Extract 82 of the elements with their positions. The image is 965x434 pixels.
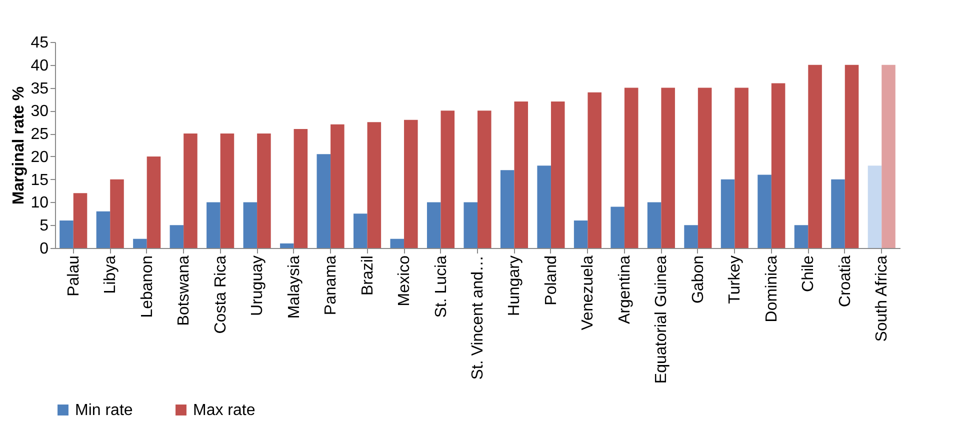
- y-tick-label: 20: [30, 148, 49, 166]
- bar: [367, 122, 382, 248]
- x-tick-label: South Africa: [874, 255, 891, 342]
- y-tick-label: 40: [30, 57, 49, 74]
- bar: [610, 206, 624, 248]
- x-tick-label: Libya: [102, 255, 120, 294]
- bar: [537, 166, 551, 248]
- x-tick-label: Hungary: [506, 256, 524, 316]
- x-tick-label: Botswana: [176, 255, 193, 326]
- bar: [647, 202, 662, 248]
- x-tick-label: Uruguay: [249, 256, 266, 316]
- bar: [464, 202, 478, 248]
- bar: [316, 154, 331, 248]
- bar: [220, 134, 234, 248]
- bar: [133, 238, 147, 248]
- bar: [808, 64, 822, 248]
- bar: [170, 225, 184, 248]
- x-tick-label: St. Lucia: [432, 255, 450, 318]
- bar: [661, 88, 675, 248]
- y-tick-label: 45: [30, 34, 49, 52]
- bar: [184, 134, 198, 248]
- bar: [588, 92, 602, 248]
- bar: [514, 102, 528, 248]
- bar: [96, 211, 110, 248]
- y-tick-label: 35: [30, 80, 49, 98]
- bar: [734, 88, 748, 248]
- x-tick-label: Palau: [65, 256, 82, 296]
- y-axis-title: Marginal rate %: [10, 86, 28, 205]
- x-tick-label: Venezuela: [580, 255, 597, 330]
- y-tick-label: 0: [40, 240, 49, 258]
- x-tick-label: Panama: [322, 255, 340, 316]
- x-tick-label: Costa Rica: [212, 255, 230, 334]
- x-tick-label: Equatorial Guinea: [653, 255, 670, 384]
- x-tick-label: Brazil: [359, 256, 376, 296]
- bar: [206, 202, 220, 248]
- x-tick-label: St. Vincent and…: [470, 256, 486, 380]
- bar: [280, 243, 294, 248]
- bar: [684, 225, 698, 248]
- bar: [550, 102, 565, 248]
- x-tick-label: Turkey: [726, 256, 744, 304]
- bar: [758, 174, 772, 248]
- y-tick-label: 10: [30, 194, 49, 212]
- bar: [73, 193, 88, 248]
- y-tick-label: 15: [30, 172, 49, 189]
- bar: [426, 202, 441, 248]
- legend-label: Max rate: [193, 402, 256, 419]
- bar: [574, 220, 588, 248]
- bar: [882, 64, 896, 248]
- bar: [868, 166, 882, 248]
- y-tick-label: 25: [30, 126, 49, 144]
- x-tick-label: Gabon: [690, 256, 707, 304]
- bar: [478, 110, 492, 248]
- bar: [243, 202, 258, 248]
- y-tick-label: 5: [40, 218, 49, 235]
- bar: [330, 124, 344, 248]
- bar: [404, 120, 418, 248]
- bar: [831, 179, 845, 248]
- bar: [794, 225, 808, 248]
- bar: [60, 220, 74, 248]
- x-tick-label: Argentina: [616, 255, 634, 324]
- bar: [771, 83, 786, 248]
- x-tick-label: Lebanon: [138, 256, 156, 318]
- bar: [698, 88, 712, 248]
- x-tick-label: Poland: [542, 256, 560, 306]
- bar: [500, 170, 514, 248]
- legend-label: Min rate: [75, 402, 133, 419]
- bar: [390, 238, 404, 248]
- x-tick-label: Croatia: [836, 255, 854, 308]
- bar: [354, 214, 368, 248]
- x-tick-label: Mexico: [396, 255, 414, 306]
- x-tick-label: Chile: [800, 255, 818, 292]
- bar: [257, 134, 271, 248]
- y-tick-label: 30: [30, 103, 49, 120]
- bar: [294, 128, 308, 248]
- bar: [624, 88, 638, 248]
- bar: [440, 110, 455, 248]
- x-tick-label: Dominica: [763, 255, 780, 322]
- x-tick-label: Malaysia: [286, 255, 303, 319]
- bar: [110, 179, 124, 248]
- bar: [844, 64, 859, 248]
- bar: [146, 156, 161, 248]
- bar: [720, 179, 735, 248]
